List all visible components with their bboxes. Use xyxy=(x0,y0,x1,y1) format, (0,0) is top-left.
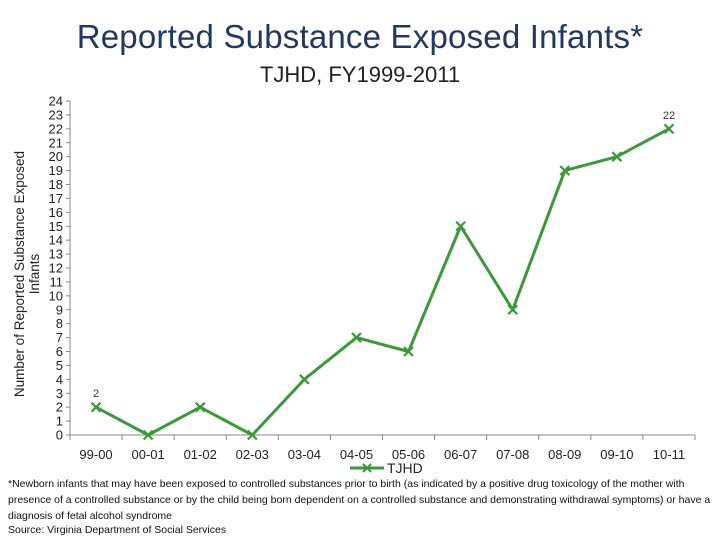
y-tick-label: 7 xyxy=(56,330,63,345)
legend-label: TJHD xyxy=(387,460,423,476)
y-tick-label: 13 xyxy=(49,247,63,262)
y-tick-label: 19 xyxy=(49,163,63,178)
legend: TJHD xyxy=(350,460,423,476)
x-tick-label: 03-04 xyxy=(288,447,321,460)
y-tick-label: 5 xyxy=(56,358,63,373)
x-tick-label: 99-00 xyxy=(79,447,112,460)
y-tick-label: 12 xyxy=(49,261,63,276)
y-tick-label: 6 xyxy=(56,344,63,359)
footnote: *Newborn infants that may have been expo… xyxy=(8,478,711,522)
x-tick-label: 06-07 xyxy=(444,447,477,460)
x-tick-label: 08-09 xyxy=(548,447,581,460)
y-tick-label: 10 xyxy=(49,288,63,303)
chart-title: Reported Substance Exposed Infants* xyxy=(76,18,644,55)
data-point xyxy=(403,346,414,357)
y-tick-label: 17 xyxy=(49,191,63,206)
x-tick-label: 07-08 xyxy=(496,447,529,460)
y-tick-label: 21 xyxy=(49,135,63,150)
series-line-tjhd xyxy=(95,127,670,437)
y-tick-label: 3 xyxy=(56,386,63,401)
data-point xyxy=(194,401,206,413)
data-label: 22 xyxy=(663,110,675,122)
line-chart: 0123456789101112131415161718192021222324… xyxy=(12,94,696,460)
x-tick-label: 00-01 xyxy=(132,447,165,460)
x-tick-label: 10-11 xyxy=(653,447,685,460)
y-tick-label: 8 xyxy=(56,316,63,331)
data-point xyxy=(299,374,310,385)
data-point xyxy=(247,429,258,441)
data-point xyxy=(90,401,102,413)
data-point xyxy=(507,304,518,316)
y-tick-label: 22 xyxy=(49,121,63,136)
y-axis-title: Number of Reported Substance ExposedInfa… xyxy=(12,151,42,397)
source-note: Source: Virginia Department of Social Se… xyxy=(8,524,227,536)
data-point xyxy=(611,151,623,162)
data-point xyxy=(455,220,466,232)
chart-subtitle: TJHD, FY1999-2011 xyxy=(259,62,461,87)
data-point xyxy=(663,123,675,135)
data-label: 2 xyxy=(93,388,99,400)
x-tick-label: 05-06 xyxy=(392,447,425,460)
y-tick-label: 9 xyxy=(56,302,63,317)
y-tick-label: 11 xyxy=(50,274,64,289)
y-tick-label: 18 xyxy=(49,177,63,192)
y-tick-label: 2 xyxy=(56,400,63,415)
y-tick-label: 4 xyxy=(56,372,63,387)
data-point xyxy=(559,165,571,176)
y-tick-label: 14 xyxy=(49,233,63,248)
y-tick-label: 20 xyxy=(49,149,63,164)
data-point xyxy=(142,429,154,441)
x-tick-label: 01-02 xyxy=(184,447,217,460)
x-tick-label: 04-05 xyxy=(340,447,373,460)
y-tick-label: 24 xyxy=(49,94,63,109)
x-tick-label: 09-10 xyxy=(600,447,633,460)
x-tick-label: 02-03 xyxy=(236,447,269,460)
y-tick-label: 16 xyxy=(49,205,63,220)
legend-marker-icon xyxy=(350,463,384,473)
y-tick-label: 15 xyxy=(49,219,63,234)
y-tick-label: 23 xyxy=(49,107,63,122)
data-point xyxy=(351,332,362,343)
y-tick-label: 0 xyxy=(56,428,63,443)
y-tick-label: 1 xyxy=(56,414,63,429)
